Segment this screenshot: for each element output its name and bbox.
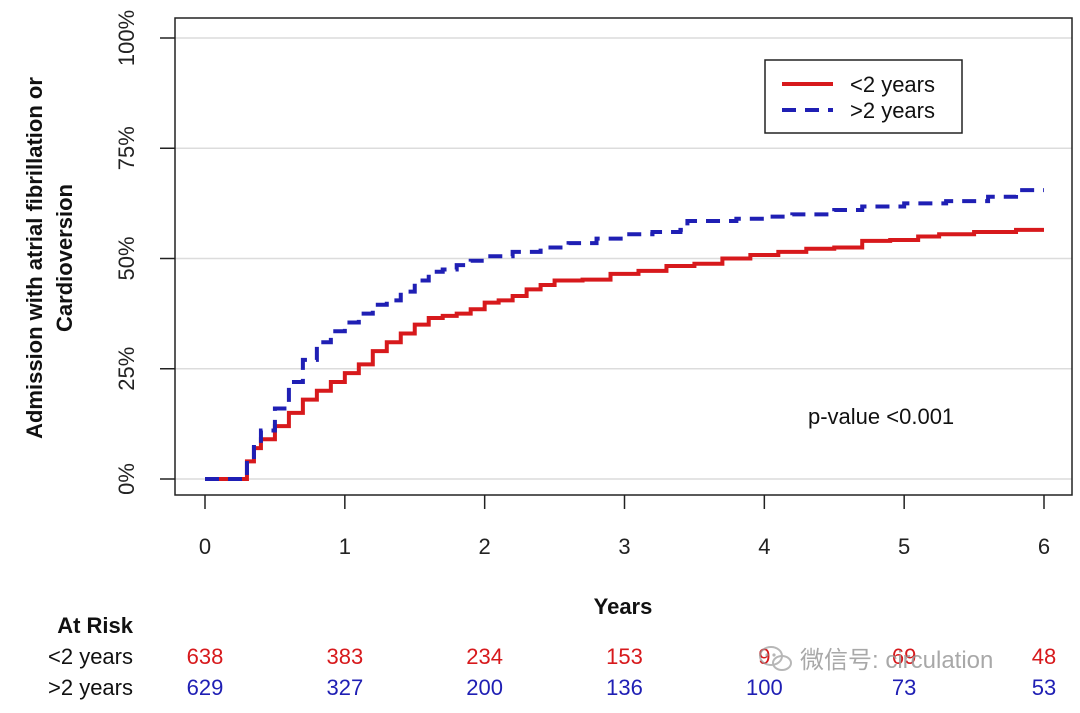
p-value-annotation: p-value <0.001 — [808, 404, 954, 429]
legend-label-gt2: >2 years — [850, 98, 935, 123]
y-tick-label-75: 75% — [114, 126, 139, 170]
wechat-icon — [759, 646, 792, 671]
legend-label-lt2: <2 years — [850, 72, 935, 97]
series-line-1 — [205, 188, 1044, 481]
x-tick-label-1: 1 — [339, 534, 351, 559]
at-risk-value: 100 — [746, 675, 783, 700]
y-tick-label-100: 100% — [114, 10, 139, 66]
at-risk-value: 136 — [606, 675, 643, 700]
y-tick-label-25: 25% — [114, 347, 139, 391]
at-risk-value: 153 — [606, 644, 643, 669]
at-risk-value: 48 — [1032, 644, 1056, 669]
y-tick-label-0: 0% — [114, 463, 139, 495]
x-axis-title: Years — [594, 594, 653, 619]
axes: 0% 25% 50% 75% 100% 0 1 2 3 4 5 6 — [114, 10, 1073, 559]
at-risk-header: At Risk — [57, 613, 134, 638]
at-risk-value: 200 — [466, 675, 503, 700]
y-axis-title-line1: Admission with atrial fibrillation or — [22, 77, 47, 439]
x-tick-label-2: 2 — [479, 534, 491, 559]
watermark-text: 微信号: circulation — [800, 647, 993, 674]
watermark: 微信号: circulation — [759, 646, 993, 674]
legend-box — [764, 59, 963, 134]
at-risk-value: 638 — [187, 644, 224, 669]
series-lines — [205, 188, 1044, 481]
at-risk-row-label-lt2: <2 years — [48, 644, 133, 669]
x-tick-label-5: 5 — [898, 534, 910, 559]
x-tick-label-3: 3 — [618, 534, 630, 559]
y-tick-label-50: 50% — [114, 236, 139, 280]
at-risk-value: 383 — [326, 644, 363, 669]
plot-frame — [174, 17, 1073, 496]
at-risk-value: 53 — [1032, 675, 1056, 700]
at-risk-value: 73 — [892, 675, 916, 700]
y-axis-title-line2: Cardioversion — [52, 184, 77, 332]
at-risk-value: 629 — [187, 675, 224, 700]
x-tick-label-0: 0 — [199, 534, 211, 559]
x-tick-label-6: 6 — [1038, 534, 1050, 559]
y-axis-title: Admission with atrial fibrillation or Ca… — [22, 77, 77, 439]
series-line-0 — [205, 227, 1044, 481]
at-risk-value: 234 — [466, 644, 503, 669]
at-risk-row-label-gt2: >2 years — [48, 675, 133, 700]
grid-lines — [175, 37, 1072, 480]
legend: <2 years >2 years — [764, 59, 963, 134]
x-tick-label-4: 4 — [758, 534, 770, 559]
at-risk-value: 69 — [892, 644, 916, 669]
at-risk-value: 327 — [326, 675, 363, 700]
